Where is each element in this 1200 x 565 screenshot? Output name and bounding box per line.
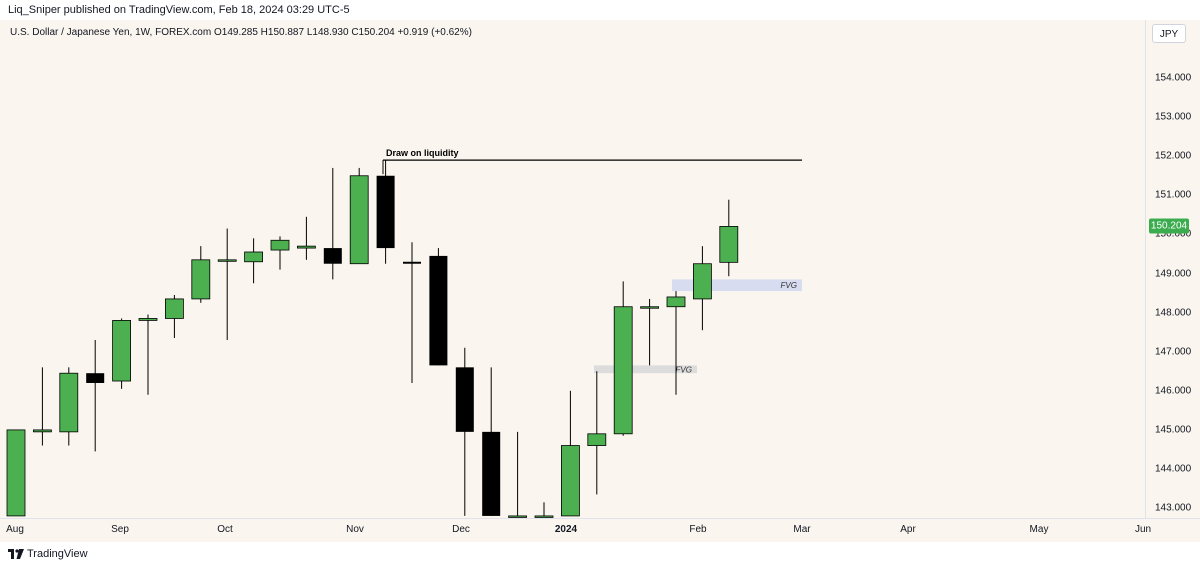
- price-tick-label: 145.000: [1155, 424, 1192, 436]
- candle-down[interactable]: [403, 261, 421, 264]
- candle-up[interactable]: [33, 429, 52, 433]
- fvg-zone[interactable]: [672, 279, 802, 292]
- publish-info: Liq_Sniper published on TradingView.com,…: [8, 4, 350, 16]
- candle-up[interactable]: [534, 515, 554, 518]
- time-tick-label: Mar: [793, 524, 811, 535]
- time-tick-label: Feb: [689, 524, 707, 535]
- fvg-label: FVG: [676, 365, 692, 374]
- candle-down[interactable]: [429, 255, 448, 366]
- price-tick-label: 146.000: [1155, 385, 1192, 397]
- price-tick-label: 147.000: [1155, 346, 1192, 358]
- candle-up[interactable]: [296, 245, 316, 249]
- last-price-badge: 150.204: [1149, 218, 1189, 234]
- candle-up[interactable]: [191, 259, 211, 300]
- candle-down[interactable]: [86, 373, 105, 383]
- time-tick-label: Aug: [6, 524, 24, 535]
- price-tick-label: 151.000: [1155, 189, 1192, 201]
- currency-button[interactable]: JPY: [1152, 24, 1186, 43]
- candle-up[interactable]: [270, 239, 290, 251]
- price-axis[interactable]: [1145, 20, 1200, 518]
- candle-up[interactable]: [349, 175, 369, 265]
- time-tick-label: Apr: [900, 524, 916, 535]
- candle-up[interactable]: [508, 515, 528, 518]
- candle-up[interactable]: [587, 433, 607, 446]
- time-tick-label: May: [1029, 524, 1049, 535]
- candle-up[interactable]: [6, 429, 26, 517]
- candle-up[interactable]: [693, 263, 712, 300]
- candle-down[interactable]: [376, 175, 395, 249]
- symbol-legend: U.S. Dollar / Japanese Yen, 1W, FOREX.co…: [10, 27, 472, 38]
- fvg-zone[interactable]: [594, 365, 697, 374]
- candle-up[interactable]: [59, 372, 79, 433]
- price-tick-label: 148.000: [1155, 307, 1192, 319]
- time-tick-label: Nov: [346, 524, 364, 535]
- chart-pane[interactable]: FVG FVG Draw on liquidity U.S. Dollar / Ja…: [0, 20, 1145, 518]
- candle-up[interactable]: [244, 251, 264, 263]
- candle-up[interactable]: [164, 298, 184, 319]
- time-tick-label: Sep: [111, 524, 129, 535]
- candle-up[interactable]: [217, 259, 237, 262]
- time-tick-label: Dec: [452, 524, 470, 535]
- time-axis[interactable]: [0, 518, 1200, 542]
- candle-up[interactable]: [666, 296, 686, 308]
- fvg-label: FVG: [781, 281, 797, 290]
- candle-up[interactable]: [112, 320, 131, 382]
- tradingview-brand: TradingView: [27, 548, 88, 560]
- candle-up[interactable]: [640, 306, 659, 309]
- price-tick-label: 154.000: [1155, 72, 1192, 84]
- liquidity-label: Draw on liquidity: [386, 148, 459, 158]
- candle-up[interactable]: [138, 318, 158, 321]
- candlestick-chart[interactable]: FVG FVG Draw on liquidity: [0, 20, 1145, 518]
- candle-down[interactable]: [482, 431, 501, 516]
- candle-up[interactable]: [613, 306, 633, 435]
- footer: TradingView: [0, 542, 1200, 565]
- candle-down[interactable]: [323, 248, 342, 264]
- price-tick-label: 150.000: [1155, 228, 1192, 240]
- price-tick-label: 152.000: [1155, 150, 1192, 162]
- candle-up[interactable]: [719, 226, 739, 263]
- time-tick-label: 2024: [554, 524, 578, 535]
- candle-down[interactable]: [455, 367, 474, 432]
- price-tick-label: 149.000: [1155, 268, 1192, 279]
- tradingview-icon: [8, 549, 24, 559]
- time-tick-label: Jun: [1134, 524, 1152, 535]
- time-tick-label: Oct: [217, 524, 233, 535]
- candle-up[interactable]: [561, 445, 580, 517]
- price-tick-label: 144.000: [1155, 463, 1192, 475]
- price-tick-label: 143.000: [1155, 502, 1192, 514]
- price-tick-label: 153.000: [1155, 111, 1192, 123]
- tradingview-logo[interactable]: TradingView: [8, 547, 88, 561]
